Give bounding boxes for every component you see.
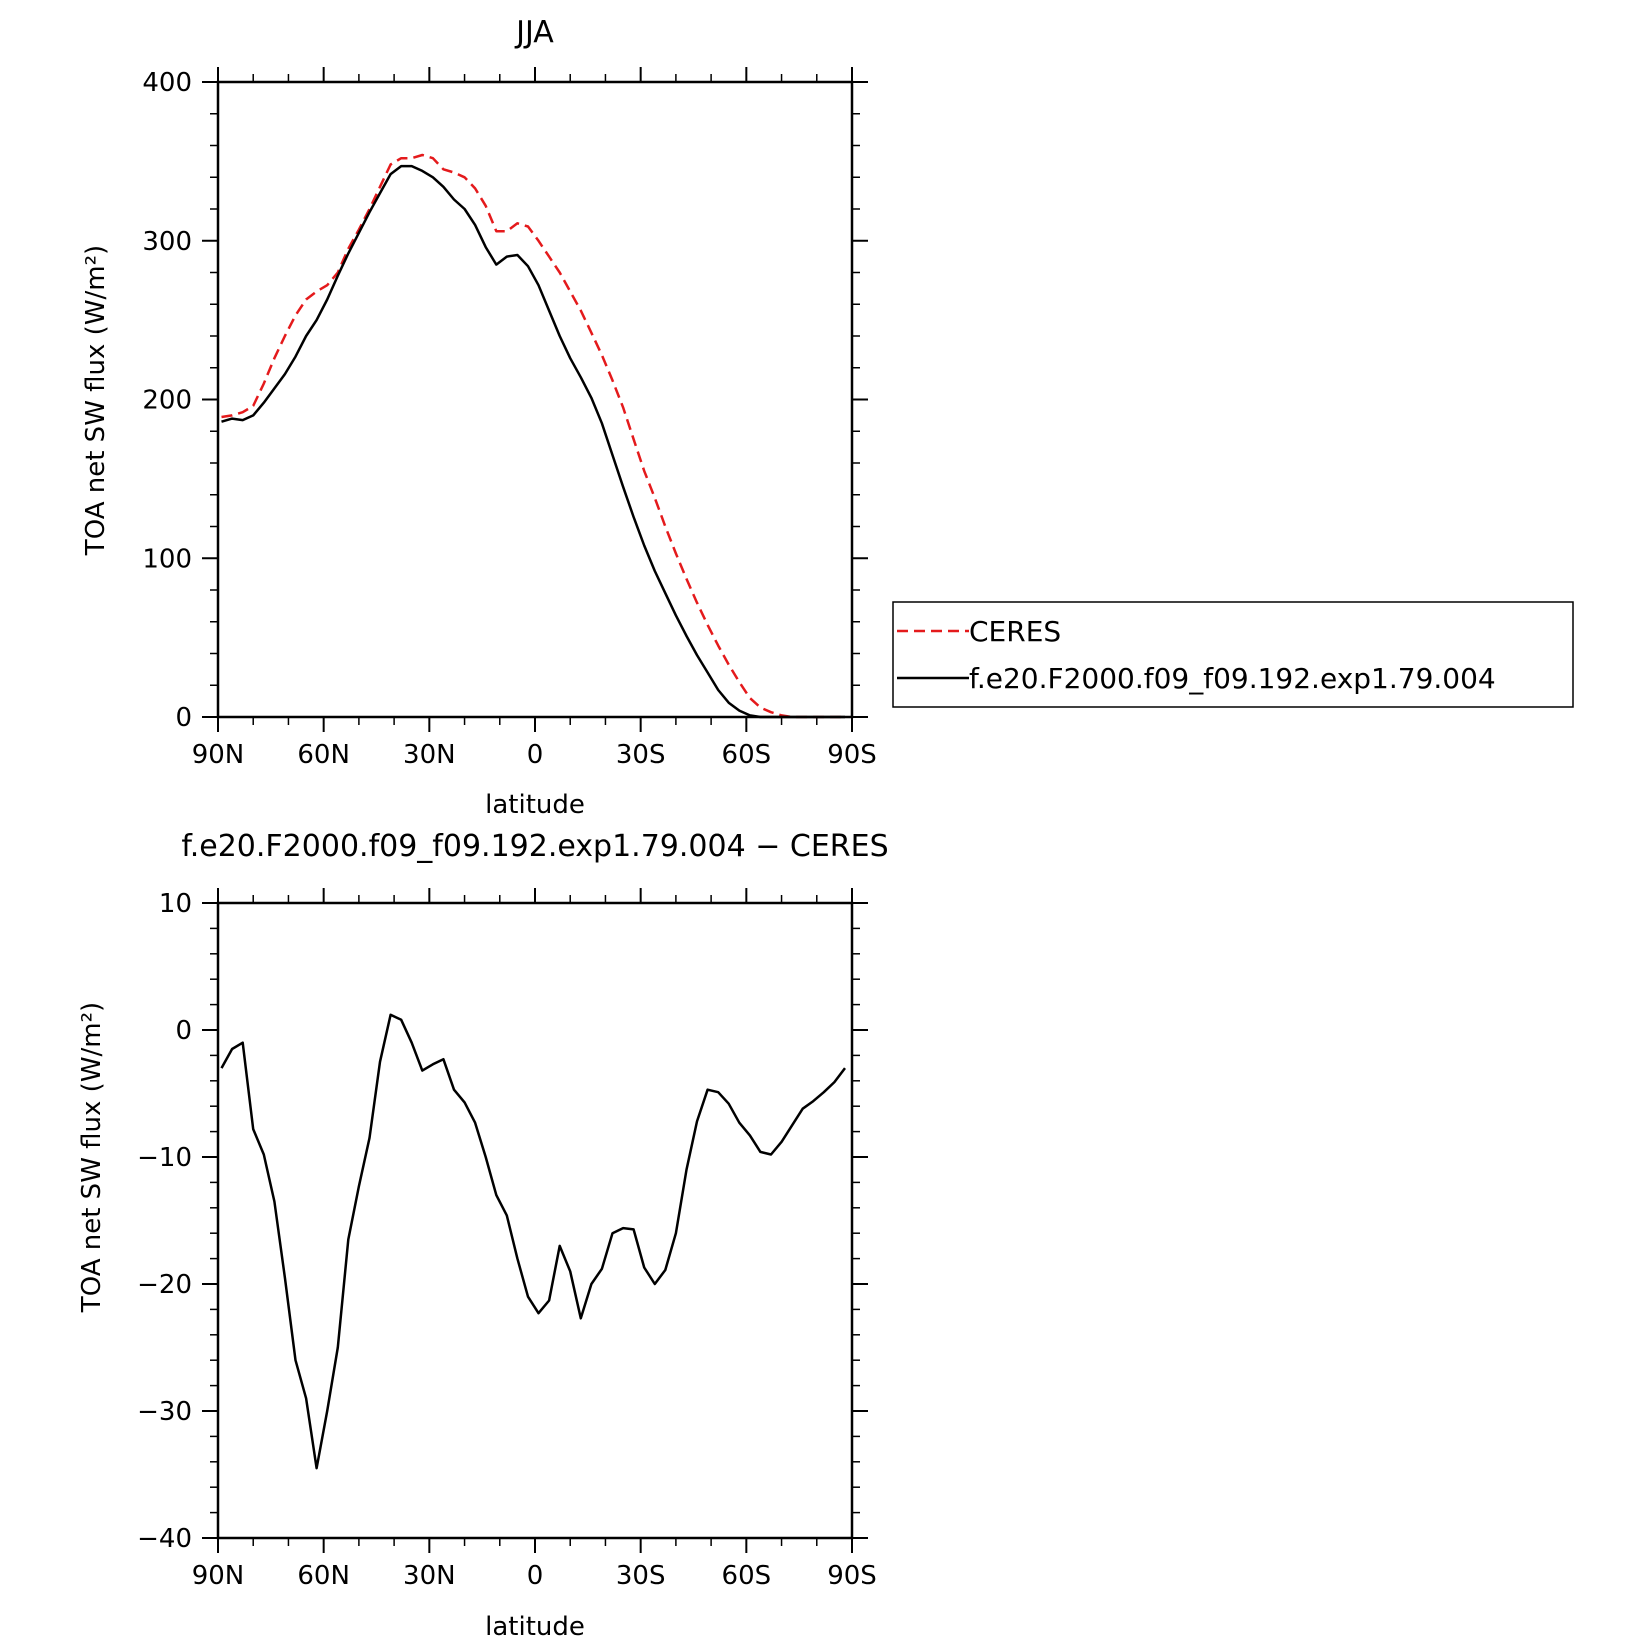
x-tick-label: 90S bbox=[827, 740, 877, 770]
bottom-series-lines bbox=[220, 1013, 846, 1470]
bottom-chart-title: f.e20.F2000.f09_f09.192.exp1.79.004 − CE… bbox=[181, 829, 888, 864]
legend-model-label: f.e20.F2000.f09_f09.192.exp1.79.004 bbox=[969, 662, 1496, 695]
x-tick-label: 30S bbox=[616, 740, 666, 770]
bottom-plot-frame bbox=[216, 901, 854, 1540]
top-chart-title: JJA bbox=[514, 15, 554, 50]
x-tick-label: 90N bbox=[192, 1561, 245, 1591]
y-tick-label: 10 bbox=[159, 889, 192, 919]
x-tick-label: 90N bbox=[192, 740, 245, 770]
legend-ceres-label: CERES bbox=[969, 615, 1061, 648]
y-tick-label: −30 bbox=[137, 1397, 192, 1427]
x-tick-label: 60N bbox=[297, 740, 350, 770]
y-tick-label: 300 bbox=[142, 227, 192, 257]
top-plot-frame bbox=[216, 80, 854, 719]
x-tick-label: 60S bbox=[722, 740, 772, 770]
x-tick-label: 60N bbox=[297, 1561, 350, 1591]
bottom-series-line-difference bbox=[220, 1013, 846, 1470]
x-tick-label: 90S bbox=[827, 1561, 877, 1591]
top-panel: JJA TOA net SW flux (W/m²) latitude 90N 6… bbox=[81, 15, 877, 820]
top-series-line-model bbox=[221, 164, 845, 719]
y-tick-label: −40 bbox=[137, 1524, 192, 1554]
legend: CERES f.e20.F2000.f09_f09.192.exp1.79.00… bbox=[892, 601, 1574, 708]
x-tick-label: 30N bbox=[403, 1561, 456, 1591]
y-tick-label: 0 bbox=[175, 1016, 192, 1046]
x-tick-label: 30N bbox=[403, 740, 456, 770]
bottom-y-axis-label: TOA net SW flux (W/m²) bbox=[77, 1002, 107, 1313]
top-axis-ticks: 90N 60N 30N 0 30S 60S 90S 0 100 200 300 400 bbox=[142, 67, 877, 770]
bottom-axis-ticks: 90N 60N 30N 0 30S 60S 90S −40 −30 −20 −10 0 10 bbox=[137, 888, 877, 1591]
y-tick-label: 100 bbox=[142, 544, 192, 574]
y-tick-label: −10 bbox=[137, 1143, 192, 1173]
top-x-axis-label: latitude bbox=[485, 790, 585, 820]
x-tick-label: 0 bbox=[527, 1561, 544, 1591]
y-tick-label: −20 bbox=[137, 1270, 192, 1300]
x-tick-label: 30S bbox=[616, 1561, 666, 1591]
x-tick-label: 0 bbox=[527, 740, 544, 770]
top-y-axis-label: TOA net SW flux (W/m²) bbox=[81, 245, 111, 556]
bottom-x-axis-label: latitude bbox=[485, 1612, 585, 1641]
top-series-line-ceres bbox=[221, 153, 845, 719]
y-tick-label: 200 bbox=[142, 386, 192, 416]
legend-box bbox=[892, 601, 1574, 708]
y-tick-label: 400 bbox=[142, 68, 192, 98]
top-series-lines bbox=[221, 153, 845, 719]
bottom-panel: f.e20.F2000.f09_f09.192.exp1.79.004 − CE… bbox=[77, 829, 889, 1641]
x-tick-label: 60S bbox=[722, 1561, 772, 1591]
y-tick-label: 0 bbox=[175, 703, 192, 733]
